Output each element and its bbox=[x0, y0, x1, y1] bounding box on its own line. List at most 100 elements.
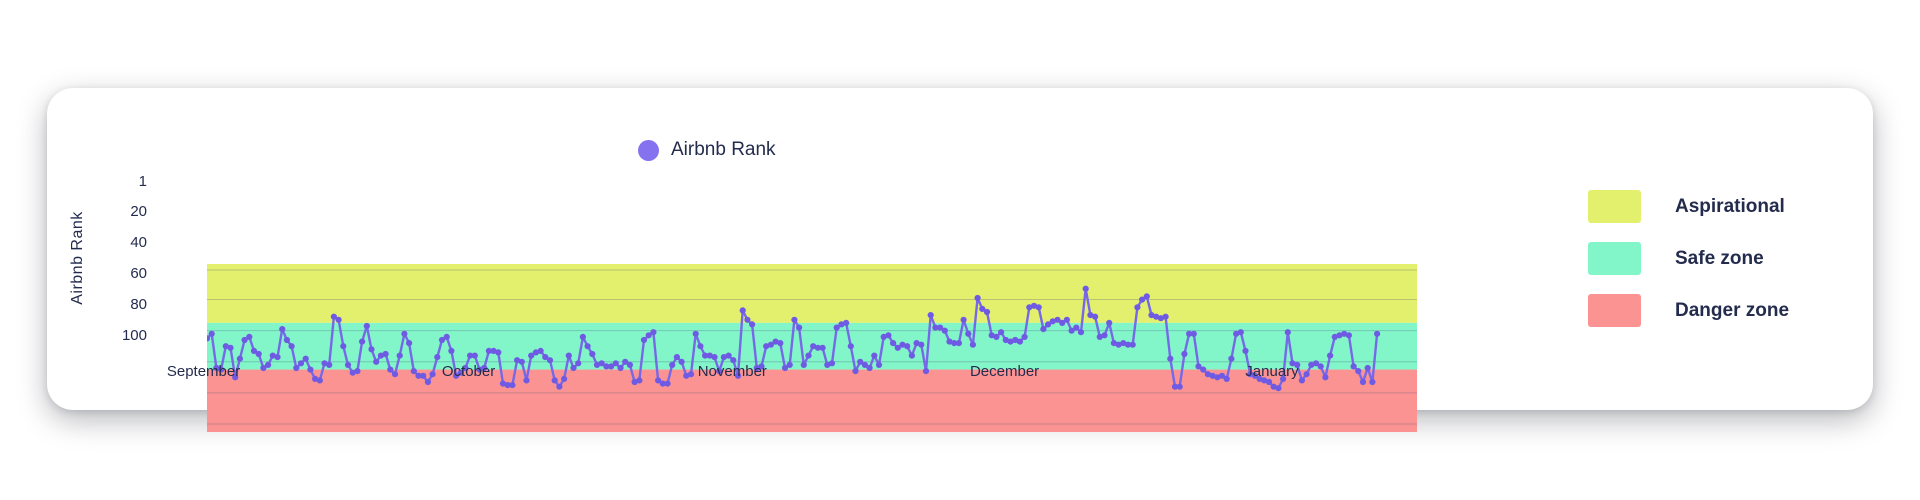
data-point bbox=[1270, 383, 1277, 390]
data-point bbox=[847, 343, 854, 350]
data-point bbox=[457, 369, 464, 376]
data-point bbox=[382, 350, 389, 358]
data-point bbox=[687, 371, 695, 378]
zone-legend-item-safe-zone: Safe zone bbox=[1588, 242, 1848, 275]
data-point bbox=[1045, 321, 1052, 328]
data-point bbox=[359, 338, 366, 345]
data-point bbox=[960, 316, 967, 323]
data-point bbox=[1369, 378, 1376, 386]
data-point bbox=[772, 338, 779, 345]
series-legend[interactable]: Airbnb Rank bbox=[638, 139, 776, 161]
data-point bbox=[1345, 332, 1352, 339]
data-point bbox=[711, 354, 718, 361]
data-point bbox=[946, 338, 953, 345]
zone-legend-label: Danger zone bbox=[1675, 299, 1790, 321]
data-point bbox=[1228, 355, 1235, 362]
data-point bbox=[354, 368, 361, 375]
data-point bbox=[561, 375, 568, 382]
data-point bbox=[1331, 333, 1338, 340]
data-point bbox=[232, 374, 239, 381]
data-point bbox=[377, 352, 384, 359]
data-point bbox=[227, 344, 234, 351]
data-point bbox=[218, 366, 225, 373]
data-point bbox=[1026, 304, 1033, 311]
data-point bbox=[584, 343, 591, 350]
data-point bbox=[265, 361, 272, 368]
data-point bbox=[1016, 338, 1024, 345]
zone-legend-item-aspirational: Aspirational bbox=[1588, 190, 1848, 223]
x-tick-label-september: September bbox=[166, 363, 241, 380]
data-point bbox=[636, 377, 643, 384]
data-point bbox=[880, 333, 887, 340]
data-point bbox=[1059, 319, 1066, 326]
data-point bbox=[890, 340, 897, 347]
data-point bbox=[335, 316, 342, 323]
data-point bbox=[528, 352, 535, 359]
x-tick-label-october: October bbox=[441, 363, 496, 380]
data-point bbox=[1153, 313, 1160, 320]
y-tick-label-1: 1 bbox=[138, 173, 147, 190]
data-point bbox=[941, 327, 948, 334]
data-point bbox=[1336, 332, 1343, 339]
data-point bbox=[514, 357, 521, 364]
y-tick-label-100: 100 bbox=[121, 327, 147, 344]
data-point bbox=[443, 333, 450, 340]
data-point bbox=[1021, 333, 1028, 340]
data-point bbox=[1327, 352, 1334, 359]
data-point bbox=[838, 321, 845, 328]
data-point bbox=[1186, 330, 1193, 337]
zone-legend: Aspirational Safe zone Danger zone bbox=[1588, 190, 1848, 327]
zone-band-aspirational bbox=[207, 264, 1417, 323]
data-point bbox=[1077, 329, 1085, 336]
data-point bbox=[1106, 319, 1113, 326]
x-tick-label-december: December bbox=[969, 363, 1040, 380]
data-point bbox=[645, 332, 652, 339]
data-point bbox=[692, 330, 699, 337]
data-point bbox=[697, 343, 704, 350]
data-point bbox=[819, 344, 826, 351]
data-point bbox=[904, 343, 911, 350]
data-point bbox=[579, 333, 586, 340]
data-point bbox=[424, 378, 431, 386]
data-point bbox=[640, 336, 648, 344]
airbnb-rank-legend-dot-icon bbox=[638, 139, 659, 161]
data-point bbox=[1261, 377, 1268, 384]
data-point bbox=[410, 368, 417, 375]
data-point bbox=[664, 380, 671, 387]
data-point bbox=[551, 377, 558, 384]
data-point bbox=[993, 333, 1000, 340]
y-tick-label-40: 40 bbox=[130, 233, 147, 251]
data-point bbox=[814, 344, 822, 351]
data-point bbox=[1303, 371, 1310, 378]
data-point bbox=[1289, 360, 1296, 367]
data-point bbox=[885, 332, 892, 339]
data-point bbox=[387, 366, 394, 373]
data-point bbox=[321, 360, 328, 367]
data-point bbox=[871, 352, 878, 359]
data-point bbox=[222, 343, 229, 350]
data-point bbox=[316, 377, 323, 384]
y-tick-label-80: 80 bbox=[130, 295, 147, 313]
data-point bbox=[1073, 324, 1080, 331]
data-point bbox=[326, 361, 333, 368]
data-point bbox=[1341, 330, 1348, 337]
data-point bbox=[1035, 304, 1042, 311]
data-point bbox=[833, 324, 840, 331]
data-point bbox=[678, 358, 685, 365]
data-point bbox=[843, 319, 850, 326]
data-point bbox=[509, 382, 516, 389]
data-point bbox=[532, 349, 539, 356]
data-point bbox=[1157, 315, 1164, 322]
data-point bbox=[1233, 330, 1240, 337]
data-point bbox=[1214, 374, 1221, 381]
data-point bbox=[490, 347, 497, 354]
data-point bbox=[1110, 340, 1117, 347]
data-point bbox=[1190, 330, 1197, 337]
data-point bbox=[1101, 332, 1108, 339]
data-point bbox=[932, 324, 939, 331]
data-point bbox=[523, 377, 530, 384]
data-point bbox=[373, 358, 380, 365]
data-point bbox=[749, 321, 756, 328]
data-point bbox=[213, 364, 220, 372]
